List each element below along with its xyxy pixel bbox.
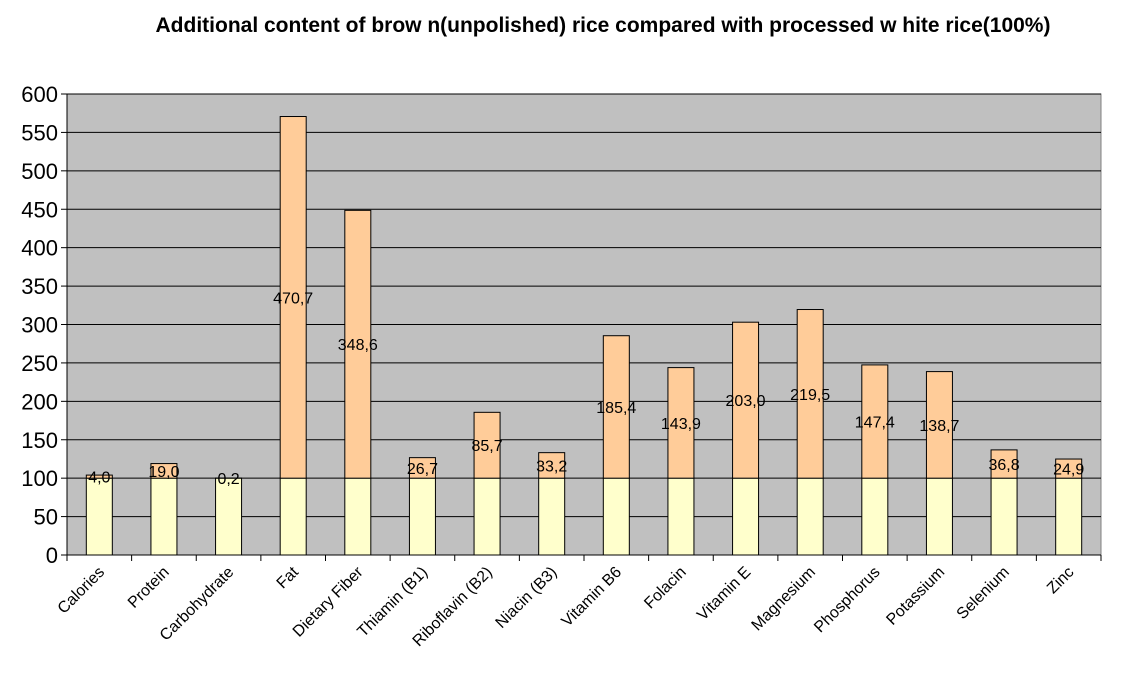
- y-tick-label: 450: [21, 197, 58, 222]
- x-tick-label: Vitamin B6: [559, 564, 626, 631]
- bar-base-15: [1055, 477, 1083, 556]
- data-label: 348,6: [338, 337, 378, 354]
- x-tick-label: Folacin: [641, 564, 689, 612]
- y-tick-label: 350: [21, 274, 58, 299]
- bar-base-7: [538, 477, 566, 556]
- x-tick-label: Vitamin E: [694, 564, 754, 624]
- x-tick-label: Niacin (B3): [493, 564, 561, 632]
- data-label: 24,9: [1053, 462, 1084, 479]
- bar-base-14: [990, 477, 1018, 556]
- y-tick-label: 100: [21, 466, 58, 491]
- y-tick-label: 600: [21, 82, 58, 107]
- bars: [85, 116, 1083, 556]
- bar-base-10: [732, 477, 760, 556]
- bar-additional-12: [861, 364, 889, 479]
- y-tick-label: 400: [21, 236, 58, 261]
- bar-additional-13: [925, 371, 953, 479]
- data-label: 19,0: [148, 464, 179, 481]
- data-label: 147,4: [855, 415, 895, 432]
- bar-base-2: [215, 477, 243, 556]
- data-label: 185,4: [596, 400, 636, 417]
- x-tick-label: Fat: [274, 563, 303, 592]
- x-tick-label: Protein: [125, 564, 173, 612]
- y-tick-label: 50: [34, 505, 58, 530]
- y-tick-label: 550: [21, 120, 58, 145]
- data-labels: 4,0 19,0 0,2 470,7 348,6 26,7 85,7 33,2 185,4 143…: [88, 290, 1084, 488]
- y-tick-label: 0: [46, 543, 58, 568]
- bar-base-1: [150, 477, 178, 556]
- bar-additional-10: [732, 321, 760, 479]
- bar-additional-6: [473, 411, 501, 479]
- bar-base-8: [602, 477, 630, 556]
- bar-additional-0: [85, 474, 113, 479]
- bar-base-6: [473, 477, 501, 556]
- data-label: 36,8: [988, 457, 1019, 474]
- bar-additional-1: [150, 463, 178, 479]
- data-label: 0,2: [217, 471, 239, 488]
- data-label: 470,7: [273, 290, 313, 307]
- bar-base-0: [85, 477, 113, 556]
- y-tick-label: 250: [21, 351, 58, 376]
- bar-additional-7: [538, 452, 566, 479]
- x-tick-label: Selenium: [954, 564, 1013, 623]
- x-tick-label: Calories: [55, 564, 109, 618]
- bar-base-4: [344, 477, 372, 556]
- y-tick-label: 300: [21, 313, 58, 338]
- data-label: 26,7: [407, 461, 438, 478]
- y-tick-label: 200: [21, 389, 58, 414]
- x-tick-label: Potassium: [883, 564, 948, 629]
- bar-additional-5: [408, 457, 436, 479]
- data-label: 4,0: [88, 470, 110, 487]
- bar-additional-11: [796, 309, 824, 479]
- bar-base-11: [796, 477, 824, 556]
- data-label: 143,9: [661, 416, 701, 433]
- bar-additional-8: [602, 335, 630, 479]
- data-label: 33,2: [536, 458, 567, 475]
- x-tick-label: Magnesium: [749, 564, 820, 635]
- x-tick-label: Phosphorus: [811, 564, 883, 636]
- data-label: 85,7: [471, 438, 502, 455]
- bar-additional-15: [1055, 458, 1083, 479]
- bar-base-5: [408, 477, 436, 556]
- bar-additional-4: [344, 209, 372, 479]
- axes: [61, 93, 1102, 561]
- bar-base-12: [861, 477, 889, 556]
- bar-base-13: [925, 477, 953, 556]
- data-label: 138,7: [919, 418, 959, 435]
- chart-title: Additional content of brow n(unpolished)…: [155, 14, 1051, 37]
- bar-additional-3: [279, 116, 307, 479]
- bar-base-3: [279, 477, 307, 556]
- x-tick-label: Zinc: [1044, 564, 1077, 597]
- data-label: 203,0: [726, 393, 766, 410]
- data-label: 219,5: [790, 387, 830, 404]
- y-tick-label: 150: [21, 428, 58, 453]
- y-tick-labels: 0 50 100 150 200 250 300 350 400 450 500 550 600: [21, 82, 58, 568]
- bar-additional-14: [990, 449, 1018, 479]
- bar-base-9: [667, 477, 695, 556]
- y-tick-label: 500: [21, 159, 58, 184]
- bar-additional-9: [667, 367, 695, 479]
